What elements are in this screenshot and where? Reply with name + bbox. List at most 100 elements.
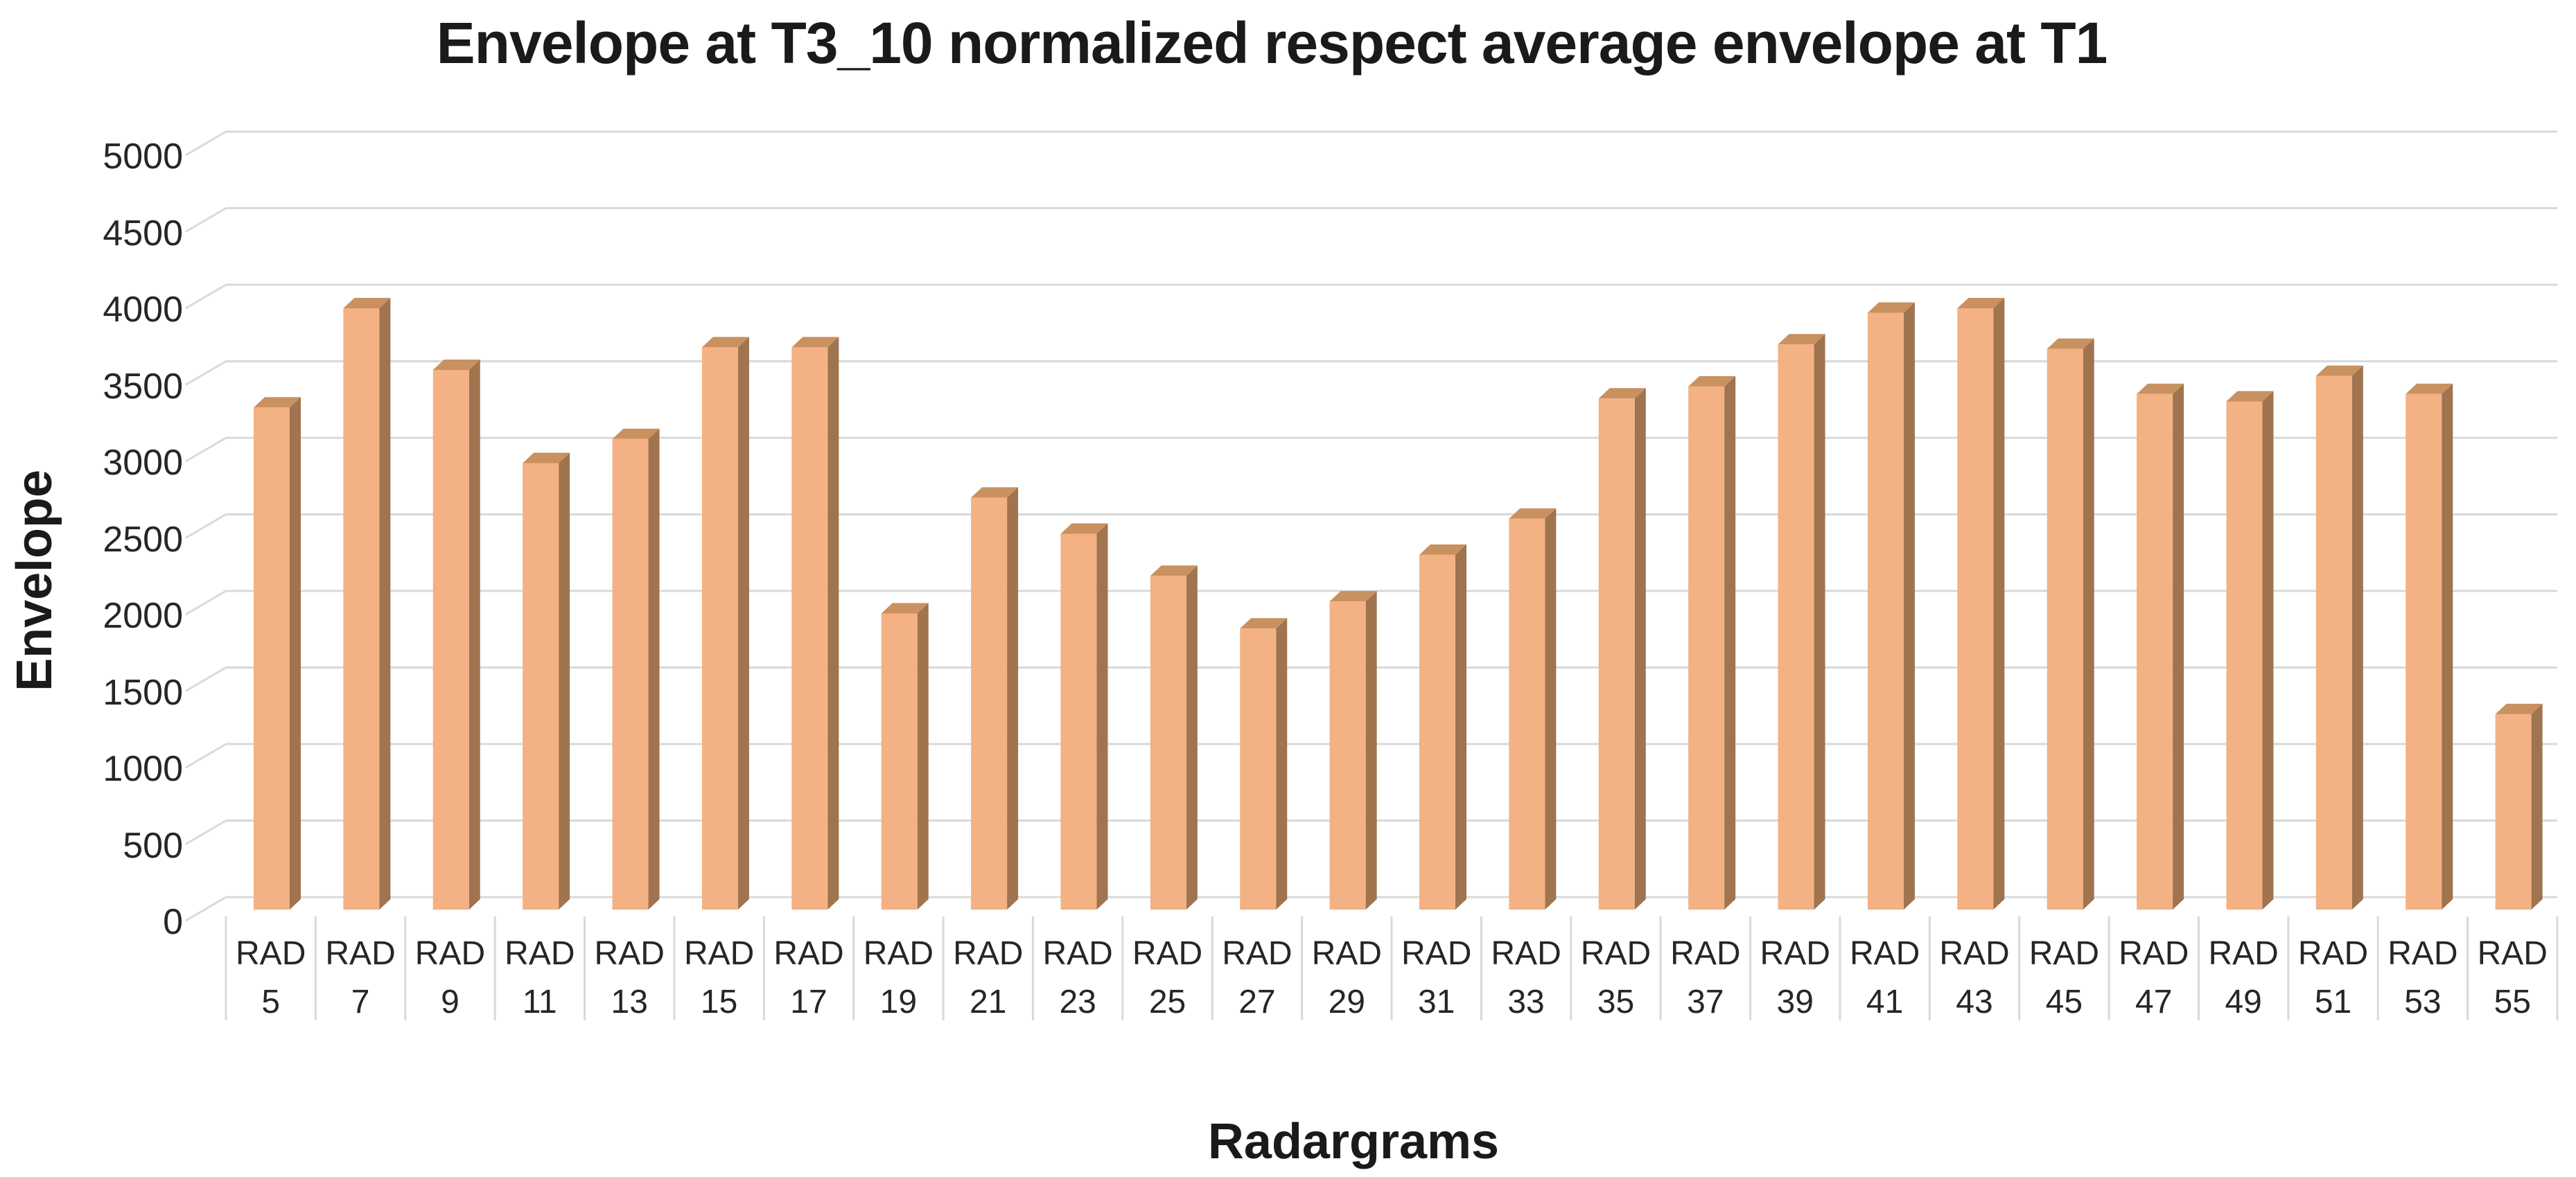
bar-side-face: [1096, 523, 1108, 910]
bar-front-face: [881, 613, 918, 910]
bar: [1778, 334, 1825, 910]
bar-top-face: [2315, 365, 2363, 376]
category-label-number: 11: [522, 984, 557, 1020]
category-label: RAD 11: [495, 930, 584, 1027]
category-label-number: 15: [700, 984, 738, 1020]
bar-front-face: [2495, 714, 2532, 910]
gridline-tick-diagonal: [185, 513, 227, 539]
gridline-tick-diagonal: [185, 207, 227, 233]
category-label-number: 29: [1328, 984, 1365, 1020]
category-label: RAD 47: [2109, 930, 2198, 1027]
bar-front-face: [1150, 576, 1186, 910]
bar-front-face: [2315, 375, 2352, 910]
category-label-number: 49: [2225, 984, 2262, 1020]
bar-front-face: [1957, 308, 1994, 910]
category-label-name: RAD: [1042, 935, 1113, 972]
gridline-tick-diagonal: [185, 360, 227, 386]
bar-side-face: [2262, 391, 2274, 910]
bar-top-face: [2226, 391, 2274, 402]
category-label-number: 39: [1776, 984, 1814, 1020]
bar-front-face: [1329, 601, 1366, 910]
category-label: RAD 45: [2019, 930, 2109, 1027]
bar-side-face: [1365, 591, 1377, 910]
category-label: RAD 41: [1840, 930, 1929, 1027]
bar-side-face: [2173, 383, 2184, 910]
category-label-number: 5: [261, 984, 281, 1020]
category-label-number: 13: [611, 984, 648, 1020]
bar: [971, 487, 1019, 910]
y-tick-label: 2500: [103, 519, 183, 560]
category-label-name: RAD: [953, 935, 1024, 972]
category-label-number: 25: [1148, 984, 1186, 1020]
bar-side-face: [1455, 544, 1466, 910]
bar-top-face: [2406, 383, 2453, 394]
category-label-name: RAD: [505, 935, 575, 972]
category-label: RAD 43: [1929, 930, 2019, 1027]
category-label-number: 21: [970, 984, 1007, 1020]
category-label: RAD 13: [585, 930, 674, 1027]
y-tick-label: 3000: [103, 443, 183, 483]
bar-top-face: [1867, 302, 1915, 313]
gridline-tick-diagonal: [185, 896, 227, 922]
bar: [432, 359, 480, 910]
gridline-tick-diagonal: [185, 820, 227, 845]
bar-side-face: [2083, 338, 2094, 910]
category-label-name: RAD: [2119, 935, 2189, 972]
category-label: RAD 27: [1212, 930, 1302, 1027]
bar: [612, 428, 660, 910]
gridline-tick-diagonal: [185, 130, 227, 157]
bar-front-face: [1598, 398, 1635, 910]
category-label-name: RAD: [773, 935, 844, 972]
bar-front-face: [701, 347, 738, 910]
category-label: RAD 39: [1751, 930, 1840, 1027]
category-label-name: RAD: [2297, 935, 2369, 972]
category-label-number: 31: [1417, 984, 1455, 1020]
category-label-name: RAD: [236, 935, 306, 972]
bar-front-face: [1778, 344, 1814, 910]
bar-side-face: [1007, 487, 1019, 910]
category-label-number: 51: [2314, 984, 2352, 1020]
bar-top-face: [701, 337, 749, 348]
bar-front-face: [2406, 393, 2442, 910]
bar-top-face: [1240, 618, 1288, 629]
bar-top-face: [432, 359, 480, 370]
bar: [2137, 383, 2184, 910]
bar-side-face: [1276, 618, 1288, 910]
bar-front-face: [1240, 628, 1277, 910]
category-label-name: RAD: [594, 935, 665, 972]
category-label: RAD 49: [2198, 930, 2288, 1027]
category-label-number: 19: [879, 984, 918, 1020]
bar-side-face: [1724, 375, 1736, 910]
category-label-number: 35: [1597, 984, 1635, 1020]
bar: [1688, 375, 1736, 910]
y-tick-label: 2000: [103, 596, 183, 636]
bar-top-face: [1150, 565, 1198, 576]
category-label: RAD 55: [2468, 930, 2557, 1027]
bar: [2315, 365, 2363, 910]
bar: [2495, 703, 2543, 910]
gridline-tick-diagonal: [185, 590, 227, 616]
bar: [1150, 565, 1198, 910]
bar-front-face: [612, 439, 649, 910]
bar-top-face: [1598, 388, 1646, 399]
bar-side-face: [468, 359, 480, 910]
category-label: RAD 25: [1123, 930, 1212, 1027]
category-label: RAD 21: [943, 930, 1033, 1027]
chart-title: Envelope at T3_10 normalized respect ave…: [436, 10, 2108, 76]
bar-top-face: [1957, 298, 2005, 308]
bar: [343, 298, 391, 910]
category-label-number: 43: [1956, 984, 1993, 1020]
category-label-name: RAD: [863, 935, 934, 972]
category-label: RAD 5: [226, 930, 315, 1027]
bar-front-face: [343, 308, 380, 910]
category-label: RAD 23: [1033, 930, 1122, 1027]
bar-top-face: [523, 452, 570, 463]
bar-side-face: [1634, 388, 1646, 910]
bar: [1329, 591, 1377, 910]
x-axis-title: Radargrams: [1207, 1114, 1500, 1169]
category-label-name: RAD: [1401, 935, 1472, 972]
category-label-number: 55: [2494, 984, 2531, 1020]
category-label-name: RAD: [1939, 935, 2010, 972]
bar-side-face: [379, 298, 391, 910]
